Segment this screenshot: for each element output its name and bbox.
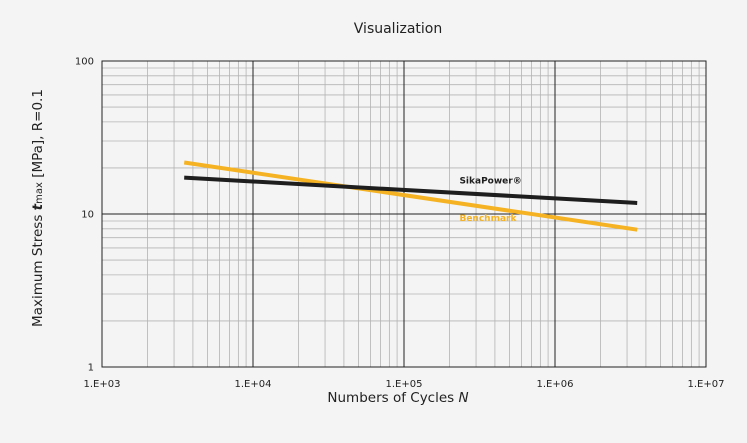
x-tick-label: 1.E+07 [688,379,725,390]
series-annotations: SikaPower® Benchmark [459,176,521,223]
y-tick-labels: 1 10 100 [75,57,94,374]
series-line [183,160,638,232]
y-axis-title-subscript: max [34,182,45,204]
y-tick-label: 1 [88,363,94,374]
y-axis-title-suffix: [MPa], R=0.1 [30,89,46,182]
major-grid [102,61,706,367]
x-axis-title: Numbers of Cycles N [327,390,468,406]
y-tick-label: 10 [81,210,94,221]
x-axis-title-symbol: N [458,390,468,406]
chart-title: Visualization [354,21,442,37]
series-line [184,175,638,205]
y-axis-title-text: Maximum Stress [30,210,46,327]
y-axis-title: Maximum Stress tmax [MPa], R=0.1 [30,89,46,327]
series-layer [183,160,638,232]
y-axis-title-symbol: t [30,203,46,210]
y-tick-label: 100 [75,57,94,68]
x-axis-title-text: Numbers of Cycles [327,390,458,406]
x-tick-label: 1.E+04 [235,379,272,390]
x-tick-labels: 1.E+03 1.E+04 1.E+05 1.E+06 1.E+07 [84,379,725,390]
series-label: Benchmark [459,214,517,224]
x-tick-label: 1.E+05 [386,379,423,390]
plot-frame [101,60,707,368]
x-tick-label: 1.E+03 [84,379,121,390]
x-tick-label: 1.E+06 [537,379,574,390]
series-label: SikaPower® [459,176,521,186]
